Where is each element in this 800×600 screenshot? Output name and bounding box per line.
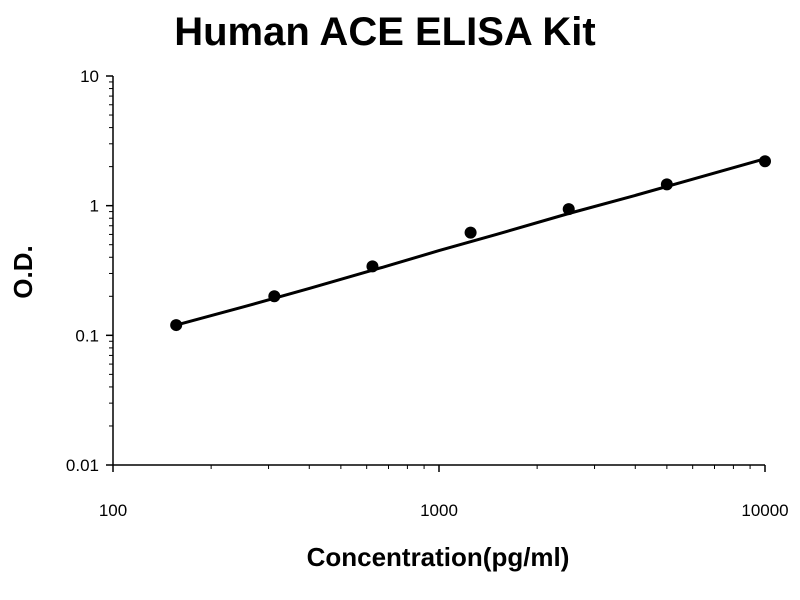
- data-point: [660, 178, 673, 191]
- y-axis-title: O.D.: [8, 245, 38, 298]
- data-points: [170, 155, 771, 332]
- data-point: [366, 260, 379, 273]
- data-point: [759, 155, 771, 168]
- fit-curve-group: [175, 157, 766, 327]
- y-axis-ticks: 10 1 0.1 0.01: [66, 67, 113, 475]
- x-tick-label: 100: [99, 501, 127, 520]
- x-axis-ticks: 100 1000 10000: [99, 465, 789, 520]
- x-tick-label: 10000: [741, 501, 788, 520]
- y-tick-label: 1: [90, 197, 99, 216]
- data-point: [562, 203, 575, 216]
- y-tick-label: 0.1: [75, 326, 99, 345]
- axes: [112, 76, 765, 466]
- chart-title: Human ACE ELISA Kit: [174, 10, 596, 54]
- data-point: [170, 319, 183, 332]
- y-tick-label: 0.01: [66, 456, 99, 475]
- data-point: [268, 290, 281, 303]
- y-tick-label: 10: [80, 67, 99, 86]
- x-tick-label: 1000: [420, 501, 458, 520]
- data-point: [464, 226, 477, 239]
- fit-curve-line: [175, 157, 766, 327]
- x-axis-title: Concentration(pg/ml): [307, 542, 570, 572]
